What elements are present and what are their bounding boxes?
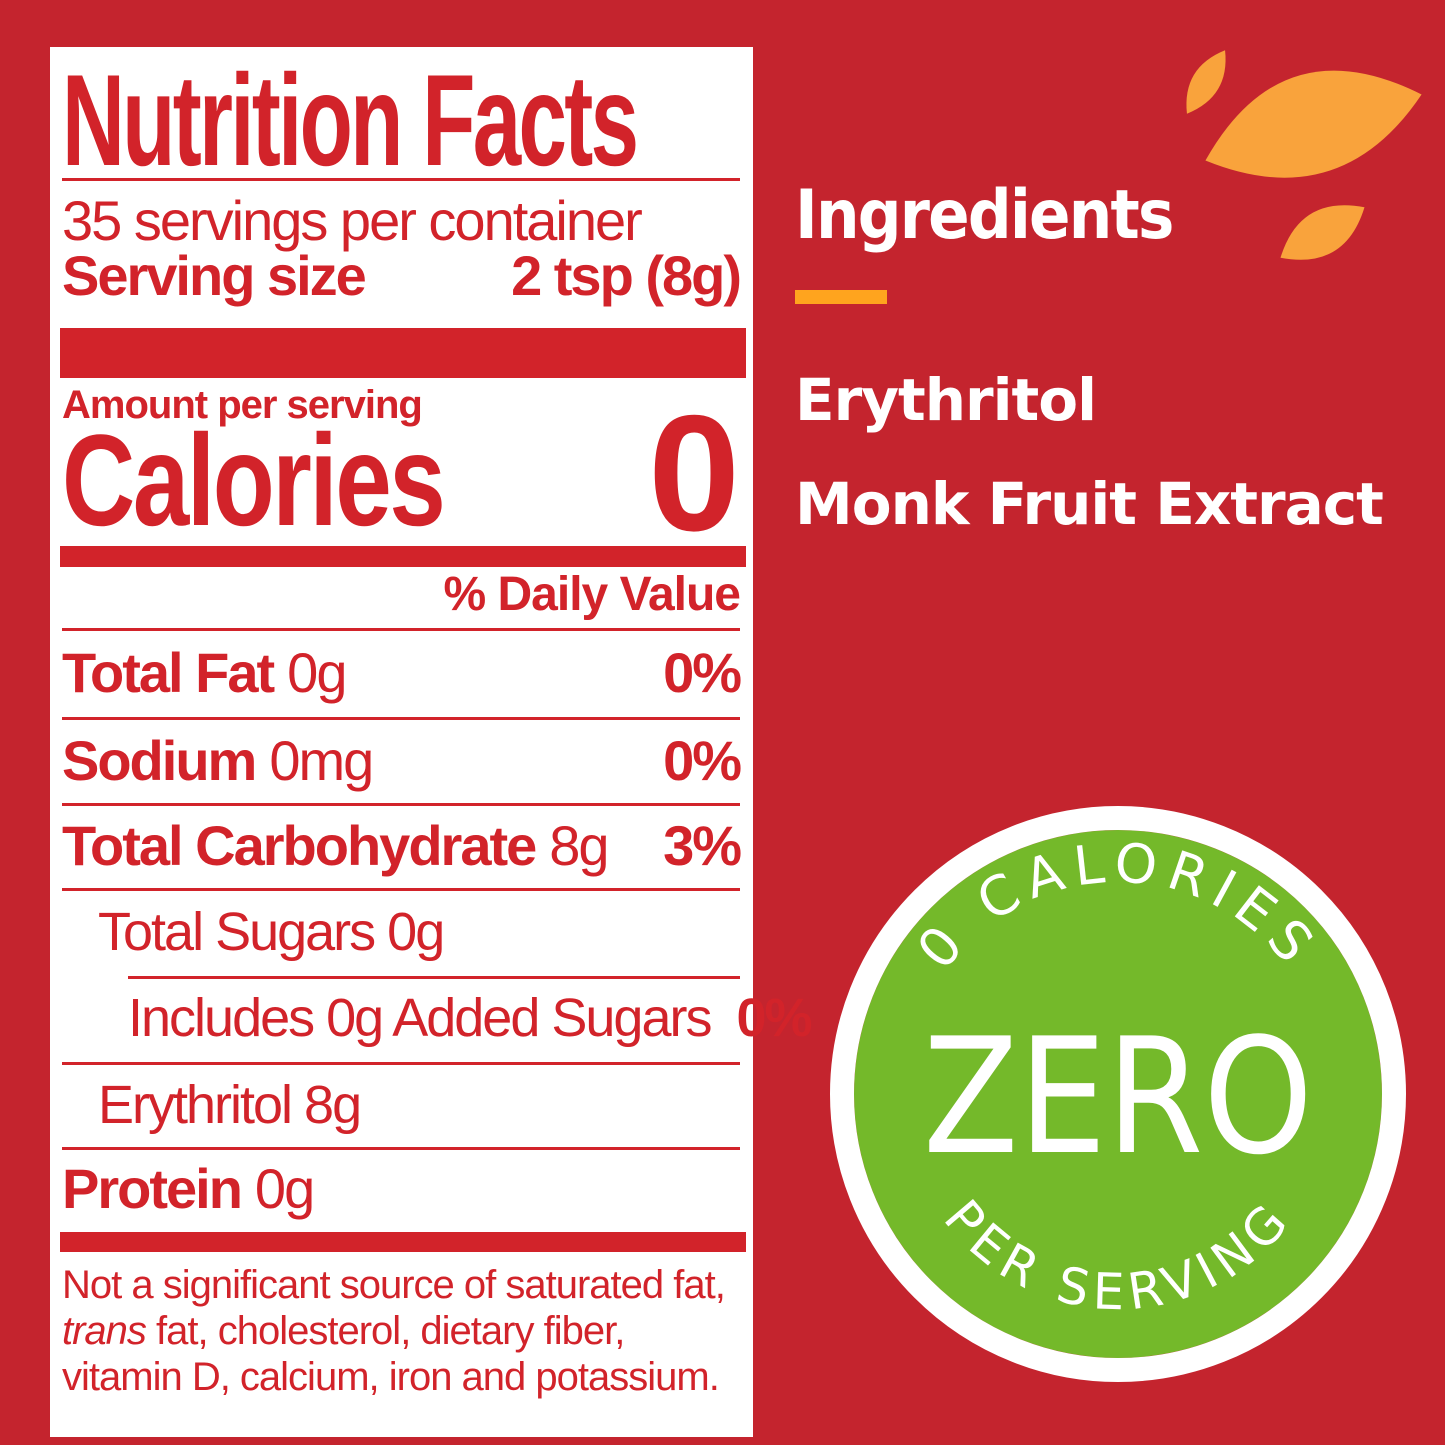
- nutrient-name: Sodium: [62, 729, 257, 792]
- ingredient-item: Monk Fruit Extract: [795, 470, 1384, 538]
- nutrient-row-added-sugars: Includes 0g Added Sugars 0%: [62, 988, 813, 1048]
- nutrient-row-protein: Protein 0g: [62, 1161, 740, 1217]
- calories-value: 0: [648, 381, 740, 565]
- divider-thick: [60, 1232, 746, 1252]
- badge-ring: [830, 806, 1406, 1382]
- leaves-logo-icon: [1186, 50, 1422, 260]
- nutrient-dv: 3%: [663, 814, 742, 877]
- ingredients-heading: Ingredients: [795, 176, 1174, 255]
- serving-size-row: Serving size 2 tsp (8g): [62, 244, 742, 307]
- serving-size-value: 2 tsp (8g): [511, 244, 742, 307]
- divider-thick: [60, 328, 746, 378]
- nutrient-row-total-carbohydrate: Total Carbohydrate 8g 3%: [62, 814, 742, 877]
- divider-thin-indented: [128, 976, 740, 979]
- divider-thin: [62, 628, 740, 631]
- ingredient-item: Erythritol: [795, 366, 1097, 434]
- nutrient-row-total-fat: Total Fat 0g 0%: [62, 641, 742, 704]
- servings-per-container: 35 servings per container: [62, 189, 643, 252]
- nutrient-dv: 0%: [663, 641, 742, 704]
- calories-label: Calories: [62, 407, 446, 553]
- badge-center-text: ZERO: [923, 1003, 1313, 1190]
- ingredients-underline: [795, 290, 887, 304]
- nutrient-name: Protein: [62, 1157, 243, 1220]
- amount-per-serving-label: Amount per serving: [62, 383, 423, 427]
- nutrient-name: Total Carbohydrate: [62, 814, 537, 877]
- nutrient-name: Total Fat: [62, 641, 275, 704]
- divider-thin: [62, 1147, 740, 1150]
- nutrient-row-sodium: Sodium 0mg 0%: [62, 729, 742, 792]
- daily-value-header: % Daily Value: [443, 568, 741, 621]
- nutrient-amount: 8g: [549, 814, 609, 877]
- divider-medium: [60, 546, 746, 567]
- nutrient-dv: 0%: [663, 729, 742, 792]
- nutrient-amount: 0g: [254, 1157, 315, 1220]
- footnote: Not a significant source of saturated fa…: [62, 1262, 740, 1400]
- nutrient-name: Erythritol 8g: [98, 1075, 362, 1135]
- serving-size-label: Serving size: [62, 244, 367, 307]
- nutrient-amount: 0g: [287, 641, 347, 704]
- divider-thin: [62, 888, 740, 891]
- divider-thin: [62, 803, 740, 806]
- footnote-trans-italic: trans: [62, 1309, 147, 1353]
- divider-thin: [62, 178, 740, 181]
- nutrient-name: Includes 0g Added Sugars: [128, 988, 712, 1048]
- divider-thin: [62, 717, 740, 720]
- nutrient-row-erythritol: Erythritol 8g: [62, 1078, 740, 1132]
- footnote-line2: fat, cholesterol, dietary fiber,: [145, 1309, 625, 1353]
- divider-thin: [62, 1062, 740, 1065]
- nutrient-amount: 0mg: [269, 729, 374, 792]
- nutrient-row-total-sugars: Total Sugars 0g: [62, 905, 740, 959]
- badge-circle: [854, 830, 1382, 1358]
- zero-calories-badge: 0 CALORIES ZERO PER SERVING: [830, 806, 1406, 1382]
- nutrient-name: Total Sugars 0g: [98, 902, 445, 962]
- nutrient-dv: 0%: [736, 988, 812, 1048]
- footnote-line3: vitamin D, calcium, iron and potassium.: [62, 1355, 720, 1399]
- nutrition-facts-panel: Nutrition Facts 35 servings per containe…: [50, 47, 813, 1437]
- footnote-line1: Not a significant source of saturated fa…: [62, 1263, 726, 1307]
- nutrition-facts-title: Nutrition Facts: [62, 47, 639, 193]
